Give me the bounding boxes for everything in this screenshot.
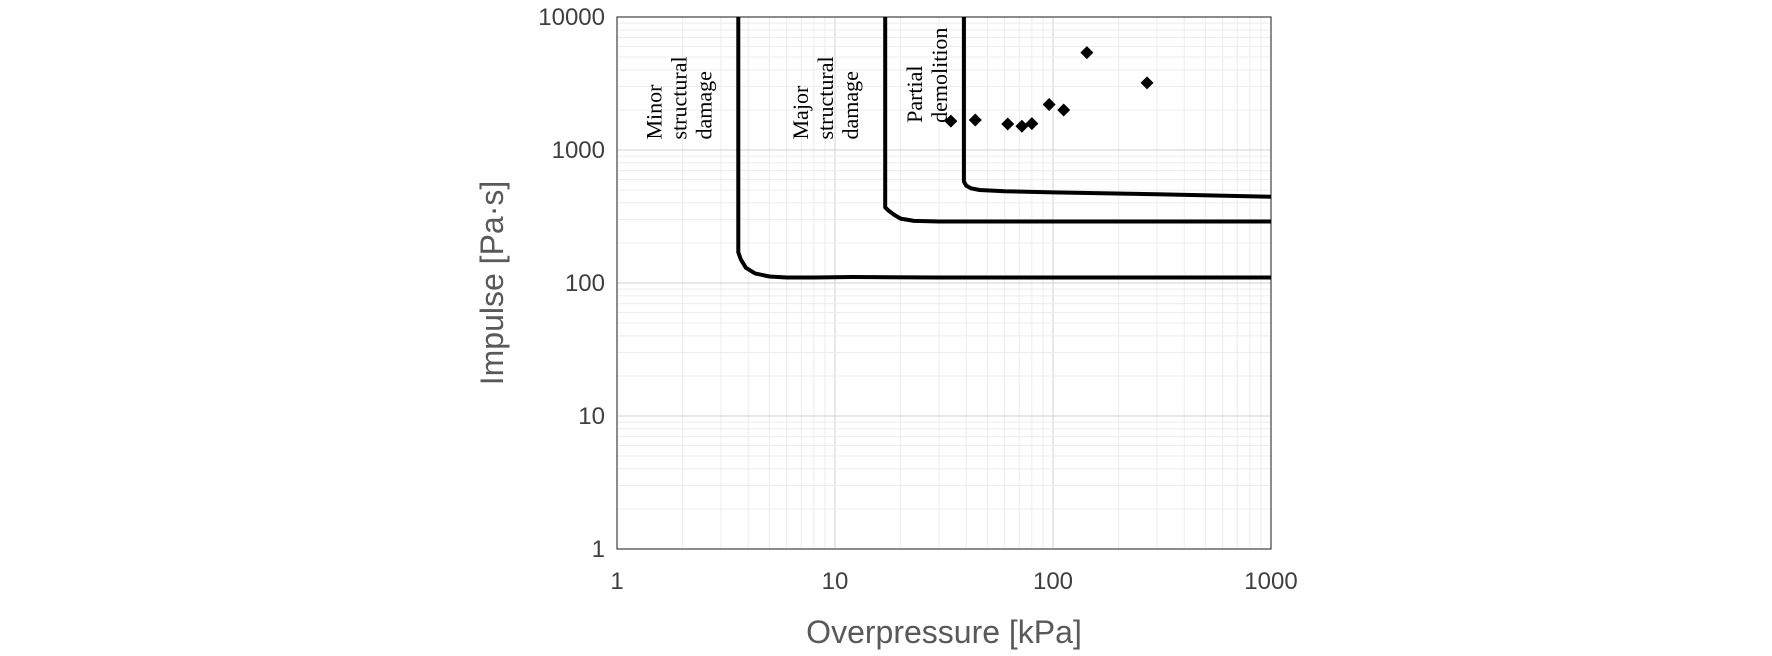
region-labels: Minorstructuraldamage Majorstructuraldama… [642, 28, 952, 140]
y-tick-label: 100 [565, 270, 605, 297]
x-tick-label: 10 [822, 568, 849, 595]
data-point-diamond [1015, 119, 1029, 133]
y-tick-label: 1000 [552, 137, 605, 164]
x-tick-label: 1000 [1244, 568, 1297, 595]
threshold-curve-2 [883, 17, 1271, 224]
region-label-line: damage [692, 71, 717, 139]
region-label-line: Major [788, 85, 813, 139]
gridlines [616, 16, 1272, 550]
plot-area-frame [616, 16, 1272, 550]
region-label-line: structural [667, 56, 692, 139]
threshold-curve-3 [961, 17, 1272, 199]
data-point-diamond [944, 114, 958, 128]
region-label-3: Partialdemolition [902, 28, 952, 123]
x-axis-title: Overpressure [kPa] [806, 614, 1082, 650]
region-label-line: structural [813, 56, 838, 139]
data-point-diamond [1025, 117, 1039, 131]
region-label-line: Minor [642, 84, 667, 140]
region-label-line: damage [838, 71, 863, 139]
threshold-curve-1 [736, 17, 1271, 280]
data-point-diamond [1042, 97, 1056, 111]
y-tick-label: 10000 [538, 4, 605, 31]
data-point-diamond [1080, 46, 1094, 60]
x-tick-label: 100 [1033, 568, 1073, 595]
x-tick-labels: 1 10 100 1000 [610, 568, 1297, 595]
x-tick-label: 1 [610, 568, 623, 595]
region-label-2: Majorstructuraldamage [788, 56, 863, 139]
region-label-line: Partial [902, 65, 927, 122]
data-point-diamond [1001, 117, 1015, 131]
data-point-diamond [968, 113, 982, 127]
data-points [944, 46, 1154, 133]
y-tick-label: 1 [592, 536, 605, 563]
data-point-diamond [1140, 76, 1154, 90]
region-label-1: Minorstructuraldamage [642, 56, 717, 139]
data-point-diamond [1057, 103, 1071, 117]
region-label-line: demolition [927, 28, 952, 123]
y-tick-label: 10 [578, 403, 605, 430]
threshold-curves [736, 17, 1272, 280]
y-tick-labels: 1 10 100 1000 10000 [538, 4, 605, 563]
y-axis-title: Impulse [Pa·s] [474, 181, 510, 386]
